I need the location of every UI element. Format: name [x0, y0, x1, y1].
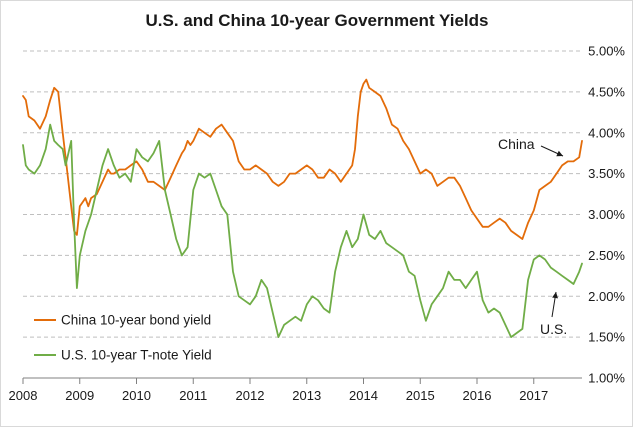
x-tick-label: 2014 [349, 388, 378, 403]
annotations: China U.S. [498, 136, 567, 337]
x-tick-label: 2010 [122, 388, 151, 403]
annotation-china: China [498, 136, 535, 152]
y-tick-label: 1.00% [588, 371, 625, 386]
x-tick-label: 2011 [179, 388, 207, 403]
legend: China 10-year bond yield U.S. 10-year T-n… [34, 313, 212, 363]
x-tick-label: 2008 [9, 388, 38, 403]
y-tick-label: 4.50% [588, 84, 625, 99]
y-tick-label: 3.00% [588, 207, 625, 222]
series-line-us [22, 123, 583, 339]
annotation-arrowhead [556, 150, 563, 157]
series-layer [22, 78, 583, 339]
x-tick-label: 2017 [519, 388, 548, 403]
x-tick-label: 2016 [463, 388, 492, 403]
y-tick-label: 5.00% [588, 44, 625, 59]
legend-label: U.S. 10-year T-note Yield [61, 348, 212, 363]
grid-lines [23, 50, 582, 338]
x-tick-label: 2012 [236, 388, 265, 403]
annotation-us: U.S. [540, 321, 567, 337]
y-tick-label: 4.00% [588, 125, 625, 140]
chart-title: U.S. and China 10-year Government Yields [146, 11, 489, 30]
y-tick-label: 1.50% [588, 330, 625, 345]
y-tick-label: 3.50% [588, 166, 625, 181]
x-tick-label: 2015 [406, 388, 435, 403]
series-line-china [22, 78, 583, 240]
y-tick-label: 2.50% [588, 248, 625, 263]
axes: 1.00% 1.50% 2.00% 2.50% 3.00% 3.50% 4.00% 4.50%… [9, 44, 626, 404]
x-tick-label: 2009 [65, 388, 94, 403]
annotation-arrowhead [552, 292, 558, 299]
legend-label: China 10-year bond yield [61, 313, 211, 328]
x-tick-label: 2013 [292, 388, 321, 403]
y-tick-label: 2.00% [588, 289, 625, 304]
